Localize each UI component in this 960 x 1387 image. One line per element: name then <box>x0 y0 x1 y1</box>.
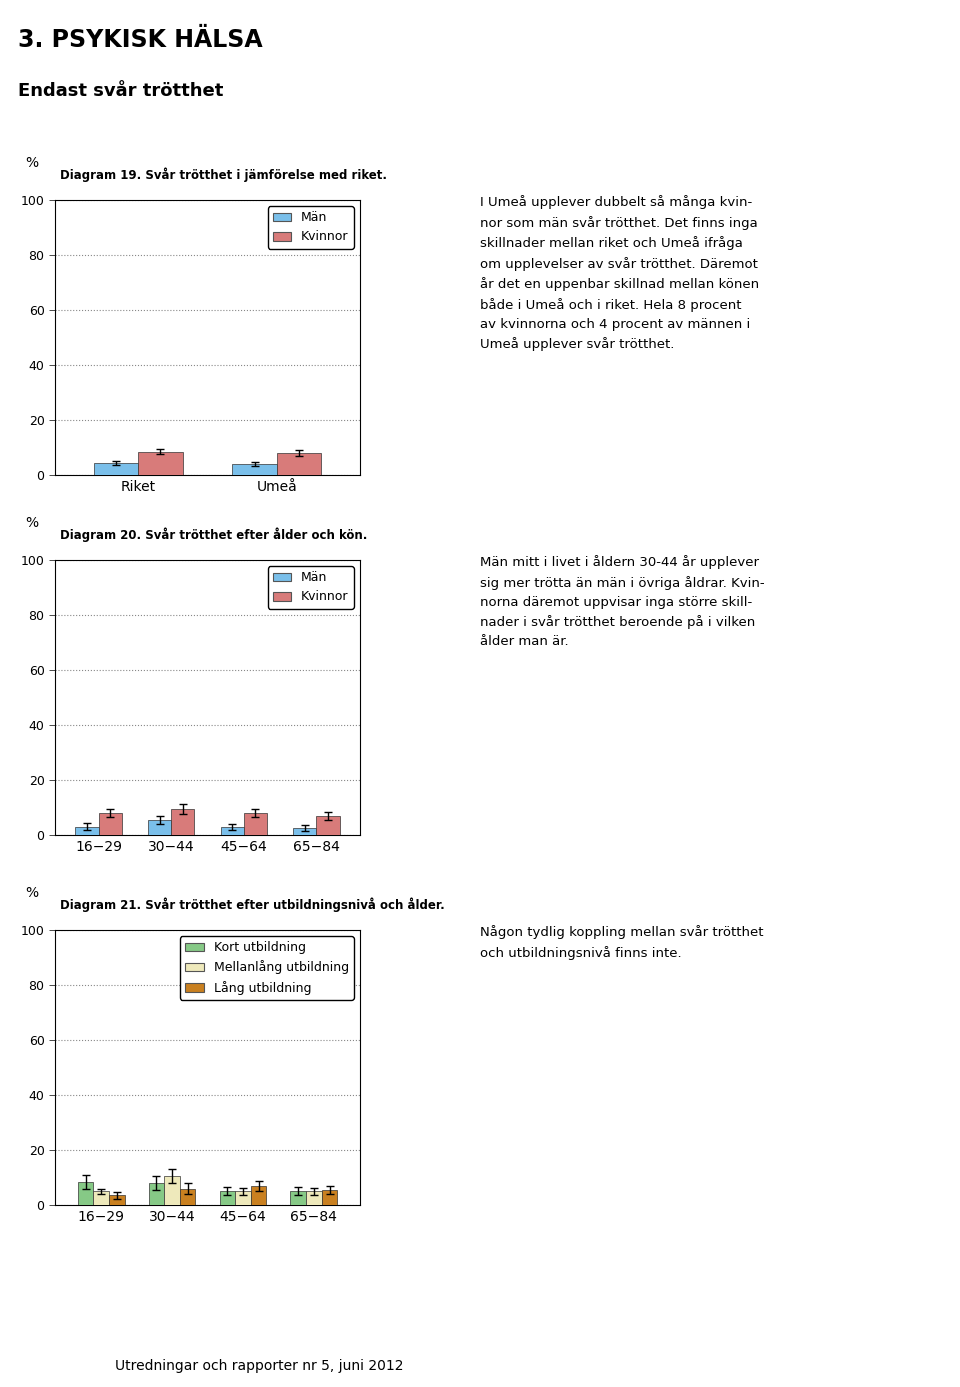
Bar <box>149 1183 164 1205</box>
Bar <box>171 809 195 835</box>
Bar <box>221 827 244 835</box>
Bar <box>93 1191 108 1205</box>
Bar <box>293 828 317 835</box>
Legend: Kort utbildning, Mellanlång utbildning, Lång utbildning: Kort utbildning, Mellanlång utbildning, … <box>180 936 353 1000</box>
Text: 3. PSYKISK HÄLSA: 3. PSYKISK HÄLSA <box>18 28 263 51</box>
Bar <box>78 1182 93 1205</box>
Bar <box>94 463 138 474</box>
Bar <box>180 1189 196 1205</box>
Bar <box>244 813 267 835</box>
Legend: Män, Kvinnor: Män, Kvinnor <box>268 566 353 609</box>
Bar <box>220 1191 235 1205</box>
Bar <box>232 465 276 474</box>
Bar <box>235 1191 251 1205</box>
Bar <box>138 452 182 474</box>
Text: %: % <box>25 155 38 171</box>
Text: Utredningar och rapporter nr 5, juni 2012: Utredningar och rapporter nr 5, juni 201… <box>115 1359 404 1373</box>
Bar <box>108 1196 125 1205</box>
Text: Endast svår trötthet: Endast svår trötthet <box>18 82 224 100</box>
Text: Någon tydlig koppling mellan svår trötthet
och utbildningsnivå finns inte.: Någon tydlig koppling mellan svår trötth… <box>480 925 763 960</box>
Text: Diagram 21. Svår trötthet efter utbildningsnivå och ålder.: Diagram 21. Svår trötthet efter utbildni… <box>60 897 444 913</box>
Bar <box>75 827 99 835</box>
Bar <box>276 454 322 474</box>
Text: 12 (44): 12 (44) <box>19 1358 81 1373</box>
Text: Diagram 20. Svår trötthet efter ålder och kön.: Diagram 20. Svår trötthet efter ålder oc… <box>60 527 368 542</box>
Bar <box>306 1191 322 1205</box>
Text: %: % <box>25 516 38 530</box>
Bar <box>251 1186 266 1205</box>
Bar <box>99 813 122 835</box>
Bar <box>317 816 340 835</box>
Text: Män mitt i livet i åldern 30-44 år upplever
sig mer trötta än män i övriga åldra: Män mitt i livet i åldern 30-44 år upple… <box>480 555 764 648</box>
Text: I Umeå upplever dubbelt så många kvin-
nor som män svår trötthet. Det finns inga: I Umeå upplever dubbelt så många kvin- n… <box>480 196 759 351</box>
Bar <box>322 1190 337 1205</box>
Bar <box>164 1176 180 1205</box>
Bar <box>148 820 171 835</box>
Bar <box>291 1191 306 1205</box>
Legend: Män, Kvinnor: Män, Kvinnor <box>268 207 353 248</box>
Text: %: % <box>25 886 38 900</box>
Text: Diagram 19. Svår trötthet i jämförelse med riket.: Diagram 19. Svår trötthet i jämförelse m… <box>60 168 387 182</box>
